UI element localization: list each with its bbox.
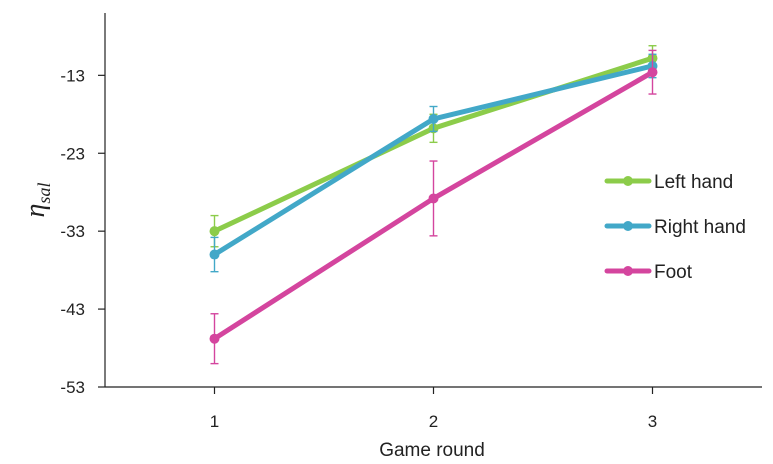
x-tick-label: 2 (429, 412, 438, 431)
y-axis-subscript: sal (34, 183, 54, 204)
data-point (647, 67, 658, 78)
x-ticks: 1 2 3 (210, 387, 657, 431)
y-tick-label: -23 (60, 144, 85, 163)
legend-label: Foot (654, 262, 693, 283)
x-tick-label: 1 (210, 412, 219, 431)
legend-marker (623, 176, 633, 186)
series-foot (209, 49, 658, 365)
legend-marker (623, 221, 633, 231)
legend-item: Right hand (604, 217, 746, 238)
y-ticks: -13 -23 -33 -43 -53 (60, 66, 105, 397)
x-tick-label: 3 (648, 412, 657, 431)
y-tick-label: -33 (60, 222, 85, 241)
x-axis-title: Game round (379, 440, 485, 461)
series-right-hand (209, 53, 658, 273)
data-point (209, 333, 220, 344)
y-tick-label: -13 (60, 66, 85, 85)
y-tick-label: -53 (60, 378, 85, 397)
legend: Left hand Right hand Foot (604, 172, 746, 283)
y-axis-title: ηsal (20, 183, 54, 218)
series-layer (209, 45, 658, 365)
legend-label: Right hand (654, 217, 746, 238)
legend-item: Foot (604, 262, 693, 283)
data-point (428, 113, 439, 124)
y-axis-symbol: η (20, 204, 51, 218)
data-point (209, 226, 220, 237)
data-point (428, 193, 439, 204)
legend-label: Left hand (654, 172, 733, 193)
legend-item: Left hand (604, 172, 733, 193)
legend-marker (623, 266, 633, 276)
y-tick-label: -43 (60, 300, 85, 319)
data-point (209, 249, 220, 260)
